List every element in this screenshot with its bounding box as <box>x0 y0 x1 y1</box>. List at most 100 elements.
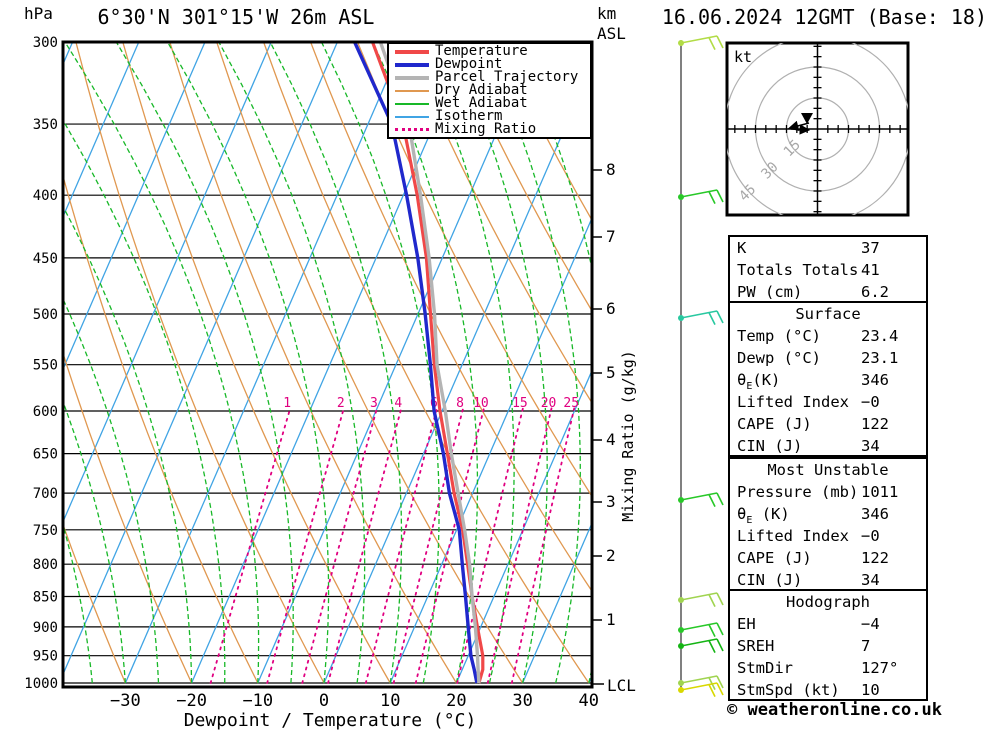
wind-barb <box>678 682 724 697</box>
wet-adiabat-line <box>63 400 127 684</box>
isotherm-line <box>0 42 6 683</box>
mixing-ratio-axis-title: Mixing Ratio (g/kg) <box>619 350 637 522</box>
pressure-tick-label: 500 <box>33 307 58 323</box>
mixing-ratio-line <box>392 407 464 684</box>
wet-adiabat-line <box>63 119 226 684</box>
mixing-ratio-label: 25 <box>563 396 579 411</box>
table-row: StmSpd (kt) 10 <box>730 679 926 701</box>
table-row: Pressure (mb) 1011 <box>730 481 926 503</box>
wet-adiabat-line <box>482 42 581 684</box>
km-tick-label: 8 <box>606 160 616 179</box>
table-row-label: Pressure (mb) <box>737 483 859 501</box>
axis-ticks-labels: 3003504004505005506006507007508008509009… <box>24 35 615 711</box>
mixing-ratio-label: 20 <box>541 396 557 411</box>
km-tick-label: 1 <box>606 610 616 629</box>
theta-e-subscript: E <box>746 515 753 527</box>
table-row-label: Lifted Index <box>737 393 849 411</box>
wind-barb <box>678 310 724 325</box>
dry-adiabat-line <box>75 42 325 684</box>
table-section-hodograph: Hodograph EH −4 SREH 7 StmDir 127° StmSpd (kt) 1… <box>728 589 928 701</box>
table-row-value: 1011 <box>861 483 899 501</box>
pressure-tick-label: 550 <box>33 358 58 374</box>
pressure-tick-label: 450 <box>33 251 58 267</box>
table-row-label: SREH <box>737 637 775 655</box>
table-row-label: Temp (°C) <box>737 327 821 345</box>
table-row-value: −0 <box>861 393 880 411</box>
lcl-label: LCL <box>607 676 636 695</box>
temperature-curve <box>371 42 485 684</box>
legend-item: Dry Adiabat <box>389 83 590 97</box>
wet-adiabat-line <box>63 205 193 684</box>
table-row: Totals Totals 41 <box>730 259 926 281</box>
legend-item: Mixing Ratio <box>389 122 590 136</box>
table-row-label: EH <box>737 615 756 633</box>
table-row: K 37 <box>730 237 926 259</box>
isotherm-line <box>63 42 272 524</box>
table-row: PW (cm) 6.2 <box>730 281 926 303</box>
pressure-tick-label: 600 <box>33 404 58 420</box>
isotherm-line <box>323 63 592 684</box>
table-row-value: 7 <box>861 637 871 655</box>
mixing-ratio-label: 8 <box>456 396 464 411</box>
table-row-value: 34 <box>861 571 880 589</box>
table-row: EH −4 <box>730 613 926 635</box>
plot-border <box>61 40 594 689</box>
table-row-value: 37 <box>861 239 880 257</box>
table-row-value: 23.1 <box>861 349 899 367</box>
page-title: 6°30'N 301°15'W 26m ASL <box>97 5 375 29</box>
table-row: θE(K) 346 <box>730 369 926 392</box>
km-tick-label: 2 <box>606 546 616 565</box>
temp-tick-label: 30 <box>512 691 532 711</box>
plot-frame <box>61 40 594 689</box>
pressure-tick-label: 1000 <box>24 676 58 692</box>
temp-tick-label: 10 <box>380 691 400 711</box>
pressure-tick-label: 900 <box>33 620 58 636</box>
hodograph-trace-segment <box>790 124 811 135</box>
table-row-label: CAPE (J) <box>737 415 812 433</box>
isotherm-line <box>124 42 405 684</box>
parcel-trajectory-curve <box>378 42 481 684</box>
mixing-ratio-label: 15 <box>512 396 528 411</box>
temp-tick-label: 40 <box>579 691 599 711</box>
table-row-value: 41 <box>861 261 880 279</box>
table-row: Lifted Index −0 <box>730 525 926 547</box>
isotherm-line <box>191 42 471 684</box>
legend-line-sample-parcel-trajectory <box>395 75 429 80</box>
legend-line-sample-temperature <box>395 49 429 54</box>
wet-adiabat-line <box>167 42 330 684</box>
pressure-tick-label: 700 <box>33 486 58 502</box>
legend-label: Parcel Trajectory <box>435 69 579 85</box>
table-section-most-unstable: Most Unstable Pressure (mb) 1011 θE (K) 346 L… <box>728 457 928 591</box>
wet-adiabat-line <box>115 42 294 684</box>
isotherm-line <box>63 42 338 676</box>
legend-line-sample-dewpoint <box>395 62 429 67</box>
pressure-tick-label: 950 <box>33 649 58 665</box>
table-row-label: θE (K) <box>737 505 790 527</box>
table-row-value: 10 <box>861 681 880 699</box>
table-section-header: Surface <box>795 305 861 323</box>
background-line-families: 1 2 3 4 6 8 10 15 20 25 <box>0 42 592 684</box>
table-row-value: 346 <box>861 505 889 523</box>
table-section-surface: Surface Temp (°C) 23.4 Dewp (°C) 23.1 θE(K) 34… <box>728 301 928 457</box>
table-section-header: Hodograph <box>786 593 870 611</box>
mixing-ratio-line <box>414 407 485 684</box>
wet-adiabat-line <box>416 42 515 684</box>
wind-barb <box>678 592 724 607</box>
table-row-label: Totals Totals <box>737 261 859 279</box>
dry-adiabat-line <box>63 351 193 684</box>
pressure-tick-label: 350 <box>33 117 58 133</box>
dry-adiabat-line <box>63 173 259 684</box>
table-row-value: 122 <box>861 549 889 567</box>
table-row: CAPE (J) 122 <box>730 547 926 569</box>
pressure-tick-label: 300 <box>33 35 58 51</box>
table-row-label: StmDir <box>737 659 793 677</box>
legend: Temperature Dewpoint Parcel Trajectory Dry … <box>387 42 592 139</box>
pressure-tick-label: 400 <box>33 188 58 204</box>
legend-line-sample-dry-adiabat <box>395 89 429 92</box>
wet-adiabat-line <box>320 42 440 684</box>
table-row: StmDir 127° <box>730 657 926 679</box>
table-row: Lifted Index −0 <box>730 391 926 413</box>
copyright: © weatheronline.co.uk <box>727 700 942 720</box>
isotherm-line <box>522 521 592 684</box>
dry-adiabat-line <box>122 42 391 684</box>
